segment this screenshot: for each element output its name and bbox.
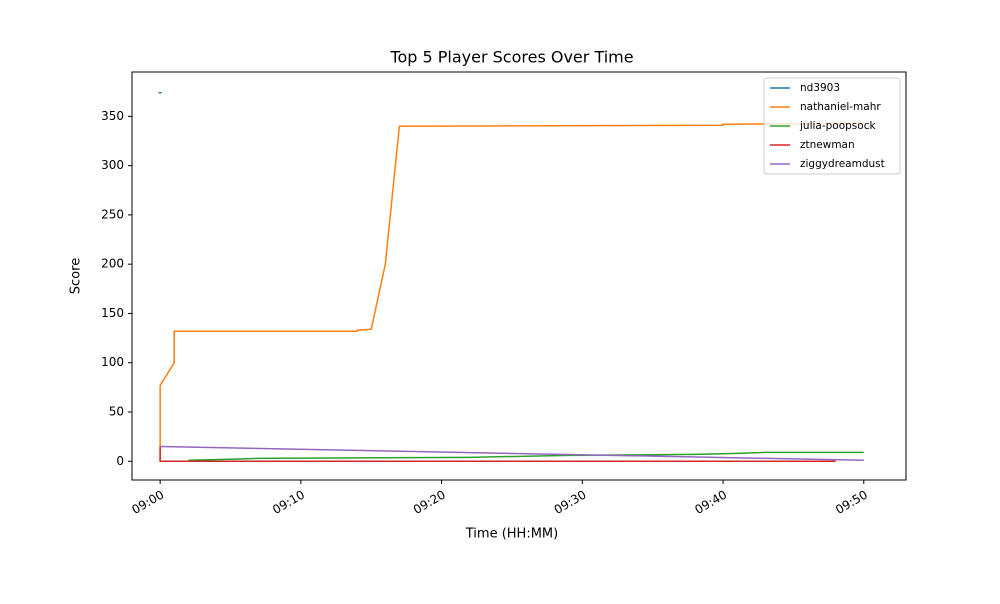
data-line xyxy=(188,451,864,462)
legend-label: nd3903 xyxy=(800,82,840,94)
legend-label: julia-poopsock xyxy=(799,120,876,132)
legend: nd3903 nathaniel-mahr julia-poopsock ztnewm… xyxy=(763,77,901,175)
chart-title: Top 5 Player Scores Over Time xyxy=(389,48,633,67)
y-tick-label: 200 xyxy=(101,257,124,271)
y-tick-label: 300 xyxy=(101,158,124,172)
x-tick-label: 09:00 xyxy=(129,488,166,517)
y-tick-label: 0 xyxy=(116,454,124,468)
legend-box xyxy=(763,77,901,175)
x-tick-label: 09:40 xyxy=(692,488,729,517)
y-tick-label: 150 xyxy=(101,306,124,320)
legend-label: nathaniel-mahr xyxy=(800,101,881,113)
x-tick-label: 09:30 xyxy=(552,488,589,517)
data-line xyxy=(160,445,864,462)
legend-label: ziggydreamdust xyxy=(800,158,885,170)
y-axis-label: Score xyxy=(69,258,84,294)
y-tick-label: 250 xyxy=(101,207,124,221)
legend-label: ztnewman xyxy=(800,139,855,151)
axes-frame xyxy=(131,71,907,481)
y-tick-label: 50 xyxy=(109,405,124,419)
data-line xyxy=(159,122,864,462)
data-line xyxy=(159,446,836,463)
x-axis-label: Time (HH:MM) xyxy=(465,527,558,542)
x-tick-label: 09:10 xyxy=(270,488,307,517)
y-tick-label: 350 xyxy=(101,109,124,123)
x-tick-label: 09:20 xyxy=(411,488,448,517)
y-tick-label: 100 xyxy=(101,355,124,369)
x-tick-label: 09:50 xyxy=(833,488,870,517)
